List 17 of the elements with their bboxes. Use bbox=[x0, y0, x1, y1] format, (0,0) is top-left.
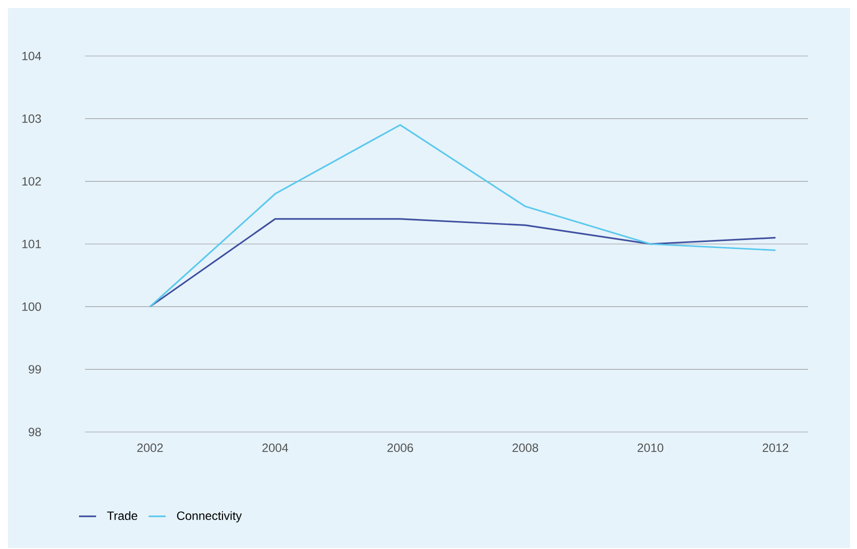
legend-label: Trade bbox=[107, 511, 138, 520]
x-tick-label: 2006 bbox=[387, 444, 414, 452]
y-tick-label: 103 bbox=[22, 114, 41, 123]
y-tick-label: 101 bbox=[22, 240, 41, 248]
legend-label: Connectivity bbox=[177, 511, 242, 522]
line-series bbox=[149, 218, 776, 308]
y-tick-label: 99 bbox=[28, 365, 41, 374]
x-tick-label: 2008 bbox=[512, 444, 538, 452]
y-tick-label: 98 bbox=[28, 428, 41, 436]
x-tick-label: 2004 bbox=[262, 444, 288, 452]
y-tick-label: 104 bbox=[22, 52, 42, 60]
y-tick-label: 102 bbox=[22, 177, 41, 186]
x-tick-label: 2012 bbox=[762, 444, 788, 452]
x-tick-label: 2002 bbox=[137, 444, 163, 452]
line-series bbox=[149, 124, 776, 308]
y-tick-label: 100 bbox=[22, 302, 42, 311]
x-tick-label: 2010 bbox=[638, 444, 664, 452]
